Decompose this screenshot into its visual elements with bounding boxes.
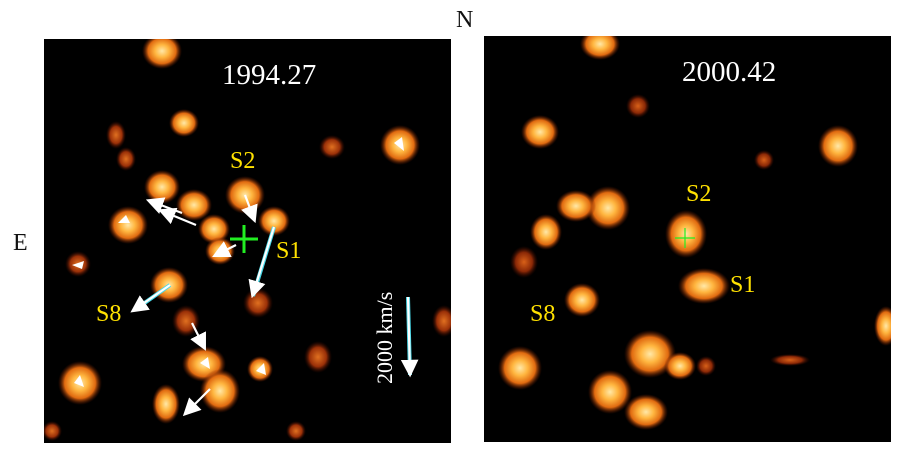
- star-field-2000: [498, 36, 891, 430]
- scale-bar-label: 2000 km/s: [372, 291, 397, 384]
- star-label-s2: S2: [686, 181, 712, 207]
- infrared-image-1994: [44, 39, 451, 441]
- center-marker: [230, 225, 258, 253]
- east-label: E: [13, 230, 28, 256]
- north-label: N: [456, 7, 474, 33]
- star-label-s2: S2: [230, 148, 256, 174]
- star-label-s8: S8: [530, 301, 556, 327]
- star-label-s8: S8: [96, 301, 122, 327]
- epoch-label: 2000.42: [682, 56, 777, 88]
- image-panel-1994: 1994.27 S2 S1 S8 2000 km/s: [44, 39, 451, 443]
- velocity-arrows: [72, 137, 419, 417]
- center-marker-2000: [675, 228, 695, 248]
- star-label-s1: S1: [276, 238, 302, 264]
- star-label-s1: S1: [730, 272, 756, 298]
- epoch-label: 1994.27: [222, 59, 317, 91]
- image-panel-2000: 2000.42 S2 S1 S8: [484, 36, 891, 442]
- infrared-image-2000: [498, 36, 891, 430]
